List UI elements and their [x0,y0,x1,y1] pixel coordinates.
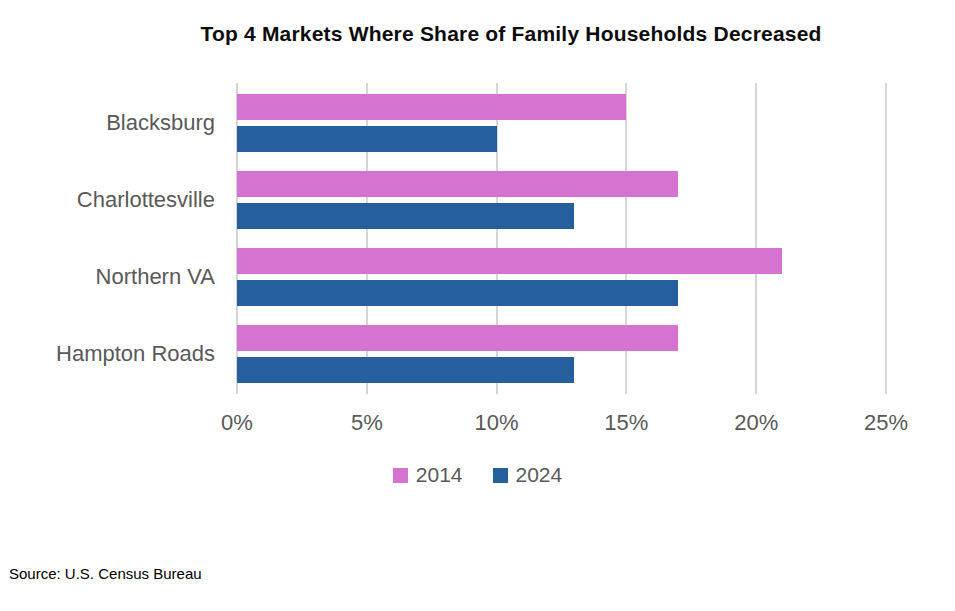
bar-2014-charlottesville [237,171,678,197]
bar-2014-hampton-roads [237,325,678,351]
legend-label-2024: 2024 [516,463,563,487]
bar-2024-blacksburg [237,126,497,152]
bar-2024-charlottesville [237,203,574,229]
x-tick-label: 0% [221,410,253,436]
bar-2014-northern-va [237,248,782,274]
category-label: Hampton Roads [0,340,215,368]
legend-swatch-2024 [493,468,508,483]
category-label: Charlottesville [0,186,215,214]
bar-2024-hampton-roads [237,357,574,383]
legend-swatch-2014 [393,468,408,483]
bar-2024-northern-va [237,280,678,306]
x-tick-label: 25% [864,410,908,436]
gridline [755,83,757,394]
gridline [885,83,887,394]
bar-2014-blacksburg [237,94,626,120]
x-tick-label: 5% [351,410,383,436]
legend: 2014 2024 [0,463,955,487]
category-label: Northern VA [0,263,215,291]
x-tick-label: 20% [734,410,778,436]
x-tick-label: 15% [604,410,648,436]
chart-title: Top 4 Markets Where Share of Family Hous… [67,22,955,46]
legend-label-2014: 2014 [416,463,463,487]
category-label: Blacksburg [0,109,215,137]
x-tick-label: 10% [475,410,519,436]
legend-item-2024: 2024 [493,463,563,487]
legend-item-2014: 2014 [393,463,463,487]
plot-area [237,83,886,394]
source-note: Source: U.S. Census Bureau [9,565,202,582]
